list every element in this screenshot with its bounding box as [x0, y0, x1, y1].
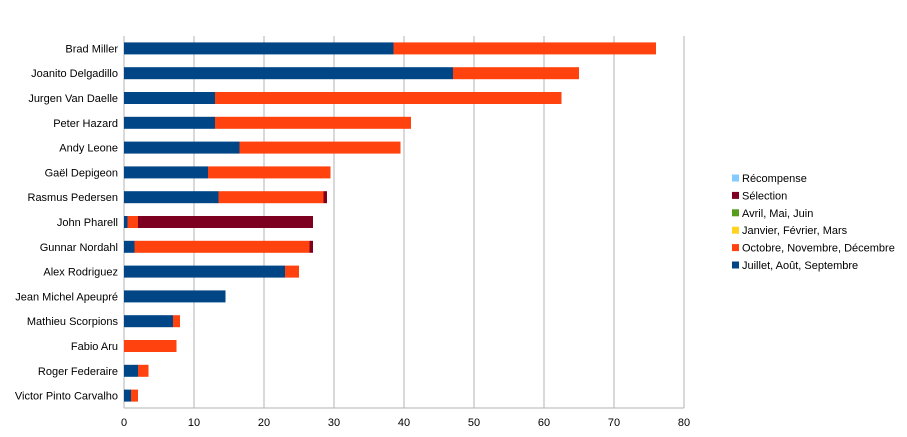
- x-tick-label: 40: [398, 417, 410, 429]
- bar-segment: [134, 240, 310, 253]
- x-tick-label: 10: [188, 417, 200, 429]
- y-category-label: Gunnar Nordahl: [40, 242, 118, 254]
- x-tick-label: 60: [538, 417, 550, 429]
- bar-segment: [124, 67, 453, 80]
- bar-segment: [453, 67, 579, 80]
- y-category-label: Roger Federaire: [38, 366, 118, 378]
- legend-label: Janvier, Février, Mars: [742, 225, 848, 237]
- bar-segment: [131, 389, 138, 402]
- bar-segment: [124, 364, 138, 377]
- x-tick-label: 70: [608, 417, 620, 429]
- bar-segment: [124, 191, 219, 204]
- bar-segment: [323, 191, 327, 204]
- bar-segment: [138, 216, 313, 228]
- x-tick-label: 80: [678, 417, 690, 429]
- legend-label: Sélection: [742, 190, 787, 202]
- bar-segment: [124, 116, 215, 129]
- y-category-label: Rasmus Pedersen: [28, 192, 119, 204]
- bar-segment: [124, 315, 173, 328]
- y-category-label: Victor Pinto Carvalho: [15, 391, 118, 403]
- y-category-label: Brad Miller: [65, 43, 118, 55]
- x-tick-label: 50: [468, 417, 480, 429]
- bar-segment: [239, 141, 401, 154]
- legend-swatch: [732, 226, 739, 234]
- x-tick-label: 0: [121, 417, 127, 429]
- bar-segment: [173, 315, 180, 328]
- bar-segment: [124, 240, 135, 253]
- bar-segment: [215, 116, 411, 129]
- bar-segment: [218, 191, 324, 204]
- legend-swatch: [732, 209, 739, 217]
- y-category-label: Mathieu Scorpions: [27, 316, 119, 328]
- bar-segment: [127, 216, 138, 228]
- bar-segment: [309, 240, 313, 253]
- bar-segment: [124, 42, 394, 55]
- y-category-label: Fabio Aru: [71, 341, 118, 353]
- legend-swatch: [732, 191, 739, 199]
- legend-label: Octobre, Novembre, Décembre: [742, 243, 895, 255]
- bar-segment: [124, 166, 208, 179]
- x-tick-label: 20: [258, 417, 270, 429]
- legend-label: Récompense: [742, 173, 807, 185]
- bar-segment: [124, 141, 240, 154]
- bar-segment: [124, 340, 177, 352]
- y-category-label: Joanito Delgadillo: [31, 68, 118, 80]
- bar-segment: [208, 166, 331, 179]
- x-tick-label: 30: [328, 417, 340, 429]
- y-category-label: Andy Leone: [59, 143, 118, 155]
- legend-label: Avril, Mai, Juin: [742, 208, 813, 220]
- y-category-label: Gaël Depigeon: [45, 167, 118, 179]
- legend-swatch: [732, 244, 739, 252]
- bar-segment: [124, 265, 285, 278]
- y-category-label: Jurgen Van Daelle: [28, 93, 118, 105]
- bar-segment: [124, 389, 131, 402]
- y-category-label: Alex Rodriguez: [43, 267, 118, 279]
- y-category-label: Jean Michel Apeupré: [15, 291, 118, 303]
- bar-segment: [215, 92, 562, 104]
- legend-swatch: [732, 174, 739, 182]
- legend-label: Juillet, Août, Septembre: [742, 260, 858, 272]
- y-category-label: John Pharell: [57, 217, 118, 229]
- bar-segment: [124, 92, 215, 104]
- bar-segment: [285, 265, 299, 278]
- legend-swatch: [732, 261, 739, 269]
- bar-segment: [138, 364, 149, 377]
- bar-segment: [124, 290, 226, 303]
- bar-segment: [124, 216, 128, 228]
- y-category-label: Peter Hazard: [53, 118, 118, 130]
- bar-segment: [393, 42, 656, 55]
